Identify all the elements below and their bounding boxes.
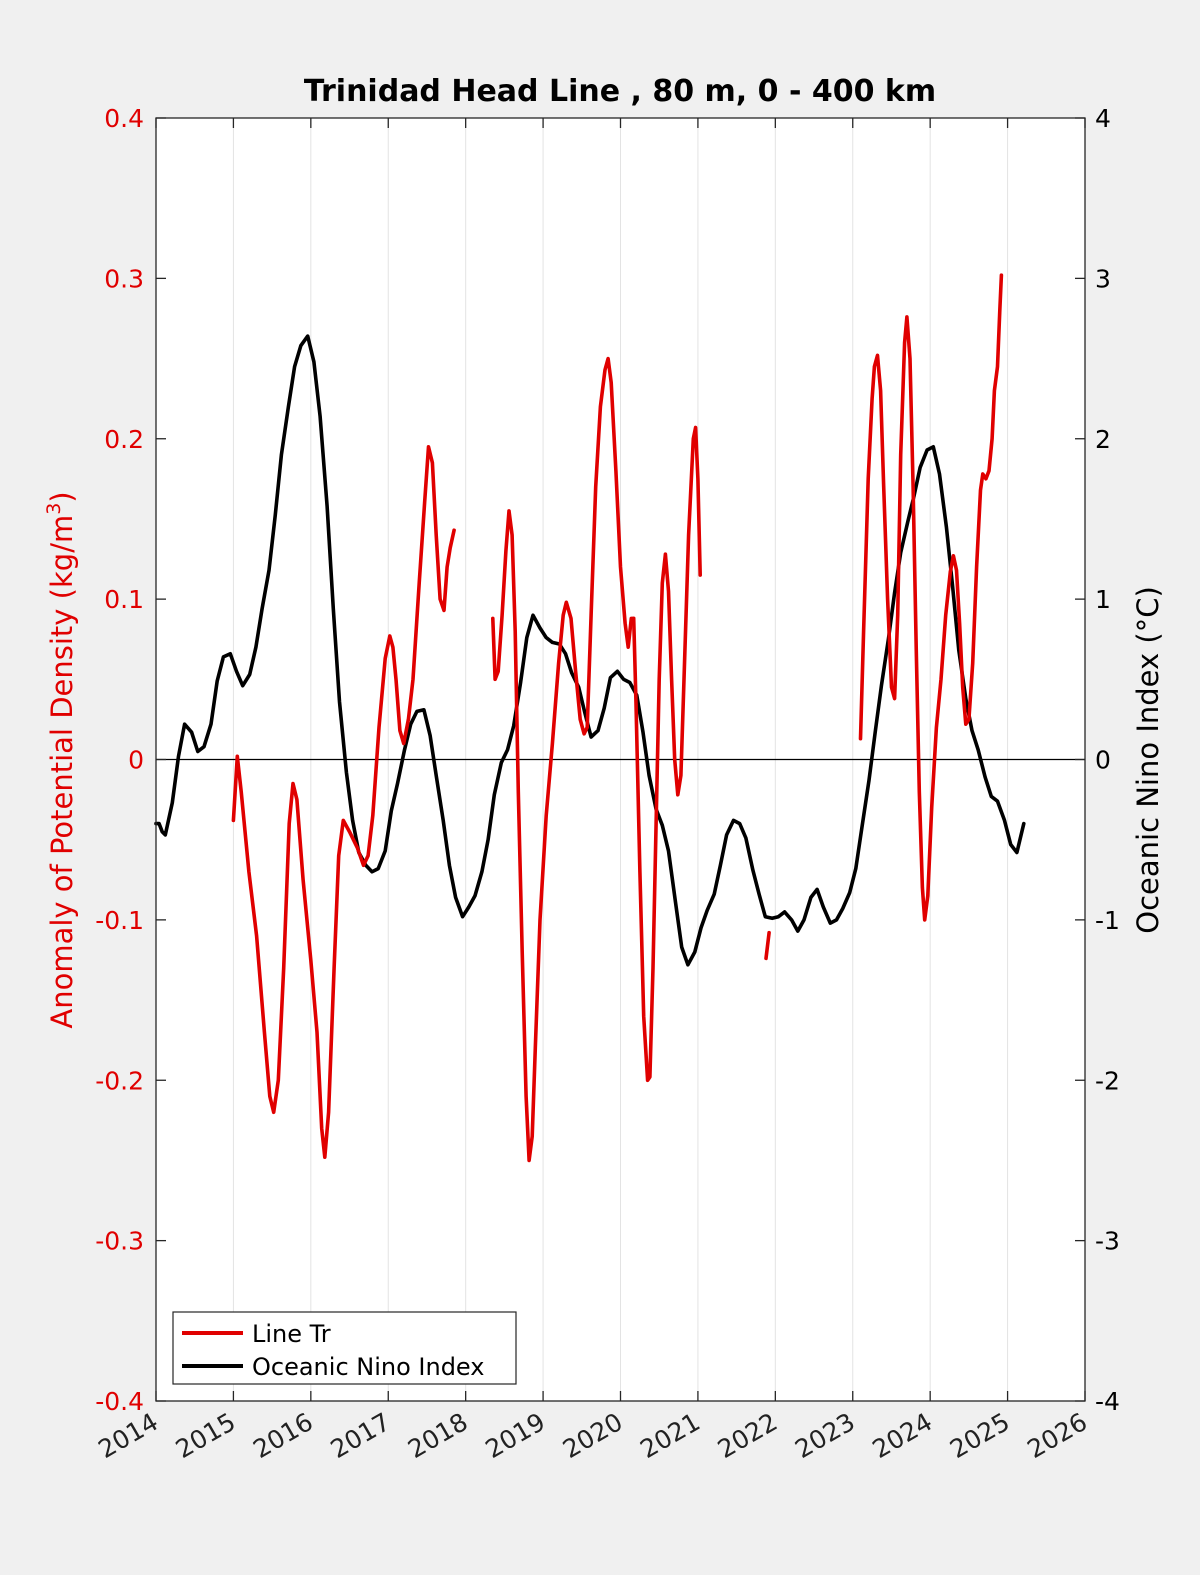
y-right-tick-label: -3	[1095, 1227, 1120, 1256]
legend-label-oni: Oceanic Nino Index	[252, 1353, 484, 1381]
y-right-tick-label: -1	[1095, 906, 1120, 935]
y-axis-left: -0.4 -0.3 -0.2 -0.1 0 0.1 0.2 0.3 0.4	[95, 104, 166, 1416]
y-left-tick-label: 0.4	[104, 104, 144, 133]
y-right-tick-label: 0	[1095, 746, 1111, 775]
y-left-tick-label: 0.2	[104, 425, 144, 454]
y-left-tick-label: -0.3	[95, 1227, 144, 1256]
y-left-tick-label: 0.3	[104, 264, 144, 293]
y-right-tick-label: -2	[1095, 1066, 1120, 1095]
y-left-tick-label: 0.1	[104, 585, 144, 614]
y-left-tick-label: -0.4	[95, 1387, 144, 1416]
y-axis-left-label: Anomaly of Potential Density (kg/m3)	[43, 491, 79, 1028]
y-left-tick-label: -0.2	[95, 1066, 144, 1095]
y-left-tick-label: -0.1	[95, 906, 144, 935]
y-right-tick-label: 1	[1095, 585, 1111, 614]
y-axis-right: -4 -3 -2 -1 0 1 2 3 4	[1075, 104, 1120, 1416]
y-left-tick-label: 0	[128, 746, 144, 775]
legend-label-line-tr: Line Tr	[252, 1320, 331, 1348]
series-line-tr-segment	[231, 445, 456, 1159]
series-oceanic-nino-index-line	[154, 334, 1026, 967]
series-layer	[154, 273, 1026, 1163]
legend: Line Tr Oceanic Nino Index	[172, 1311, 517, 1385]
y-axis-right-label: Oceanic Nino Index (°C)	[1131, 586, 1165, 934]
series-line-tr-segment	[491, 356, 636, 1163]
legend-box	[172, 1311, 517, 1385]
series-line-tr-segment	[858, 273, 1004, 922]
y-right-tick-label: 4	[1095, 104, 1111, 133]
series-line-tr-segment	[764, 930, 771, 961]
series-line-tr-segment	[631, 425, 702, 1083]
chart-title: Trinidad Head Line , 80 m, 0 - 400 km	[304, 74, 936, 109]
y-right-tick-label: 3	[1095, 264, 1111, 293]
y-right-tick-label: -4	[1095, 1387, 1120, 1416]
y-right-tick-label: 2	[1095, 425, 1111, 454]
